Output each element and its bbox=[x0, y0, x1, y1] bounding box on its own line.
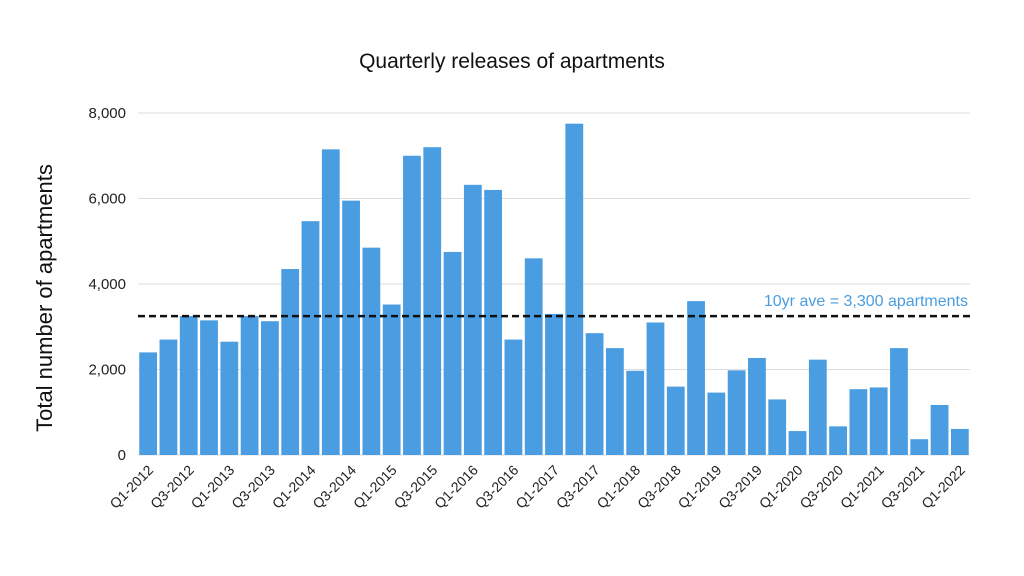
x-tick-label: Q1-2020 bbox=[756, 462, 806, 512]
x-tick-label: Q1-2021 bbox=[837, 462, 887, 512]
bar bbox=[504, 339, 523, 455]
y-tick-label: 6,000 bbox=[88, 191, 126, 208]
bar bbox=[768, 399, 787, 455]
bar bbox=[565, 123, 584, 455]
x-tick-label: Q3-2012 bbox=[147, 462, 197, 512]
bar bbox=[646, 322, 665, 455]
bar bbox=[788, 431, 807, 455]
x-tick-label: Q1-2022 bbox=[918, 462, 968, 512]
x-tick-label: Q1-2014 bbox=[269, 462, 319, 512]
bar bbox=[626, 370, 645, 455]
bar bbox=[910, 439, 929, 455]
bar bbox=[382, 304, 401, 455]
bar bbox=[545, 313, 563, 455]
bar bbox=[200, 320, 218, 455]
y-tick-label: 8,000 bbox=[88, 105, 126, 122]
bar bbox=[869, 387, 888, 455]
x-tick-label: Q3-2017 bbox=[553, 462, 603, 512]
bar bbox=[342, 200, 360, 455]
x-tick-label: Q1-2017 bbox=[512, 462, 562, 512]
y-tick-label: 0 bbox=[118, 447, 126, 464]
bar bbox=[930, 404, 949, 455]
bar bbox=[423, 147, 442, 455]
bar bbox=[849, 389, 868, 455]
x-tick-label: Q1-2019 bbox=[675, 462, 725, 512]
bar bbox=[159, 339, 178, 455]
y-tick-label: 2,000 bbox=[88, 362, 126, 379]
bar bbox=[890, 348, 908, 455]
x-tick-label: Q1-2013 bbox=[188, 462, 238, 512]
average-line-group: 10yr ave = 3,300 apartments bbox=[138, 293, 974, 318]
bar bbox=[443, 251, 462, 455]
bar bbox=[463, 184, 482, 455]
bar bbox=[240, 316, 259, 455]
bar bbox=[301, 221, 320, 455]
x-tick-label: Q3-2013 bbox=[228, 462, 278, 512]
y-axis-label: Total number of apartments bbox=[32, 164, 57, 432]
x-tick-label: Q3-2014 bbox=[309, 462, 359, 512]
bar bbox=[707, 392, 726, 455]
y-tick-label: 4,000 bbox=[88, 276, 126, 293]
bar bbox=[950, 428, 969, 455]
bar bbox=[808, 359, 827, 455]
bar bbox=[281, 269, 300, 455]
x-tick-label: Q3-2019 bbox=[715, 462, 765, 512]
x-tick-label: Q3-2015 bbox=[391, 462, 441, 512]
bar bbox=[220, 341, 239, 455]
x-tick-label: Q3-2018 bbox=[634, 462, 684, 512]
x-tick-label: Q1-2016 bbox=[431, 462, 481, 512]
bar bbox=[524, 258, 543, 455]
x-tick-label: Q3-2021 bbox=[878, 462, 928, 512]
bar bbox=[362, 247, 381, 455]
bar bbox=[139, 352, 158, 455]
bar bbox=[829, 426, 847, 455]
bar bbox=[585, 333, 604, 455]
bar bbox=[727, 370, 746, 455]
x-axis-ticks: Q1-2012Q3-2012Q1-2013Q3-2013Q1-2014Q3-20… bbox=[106, 462, 968, 512]
bar bbox=[666, 386, 685, 455]
bar bbox=[748, 357, 766, 455]
bar bbox=[261, 321, 279, 455]
x-tick-label: Q1-2015 bbox=[350, 462, 400, 512]
bar bbox=[484, 189, 503, 455]
x-tick-label: Q3-2016 bbox=[472, 462, 522, 512]
x-tick-label: Q3-2020 bbox=[796, 462, 846, 512]
bar bbox=[687, 301, 705, 455]
bar bbox=[179, 316, 198, 455]
y-axis-ticks: 0 2,000 4,000 6,000 8,000 bbox=[88, 105, 126, 464]
average-line-label: 10yr ave = 3,300 apartments bbox=[764, 293, 968, 310]
x-tick-label: Q1-2012 bbox=[106, 462, 156, 512]
x-tick-label: Q1-2018 bbox=[593, 462, 643, 512]
bar bbox=[321, 149, 340, 455]
chart-title: Quarterly releases of apartments bbox=[359, 50, 665, 73]
bar bbox=[403, 155, 421, 455]
bars bbox=[139, 123, 969, 455]
bar bbox=[605, 348, 624, 455]
